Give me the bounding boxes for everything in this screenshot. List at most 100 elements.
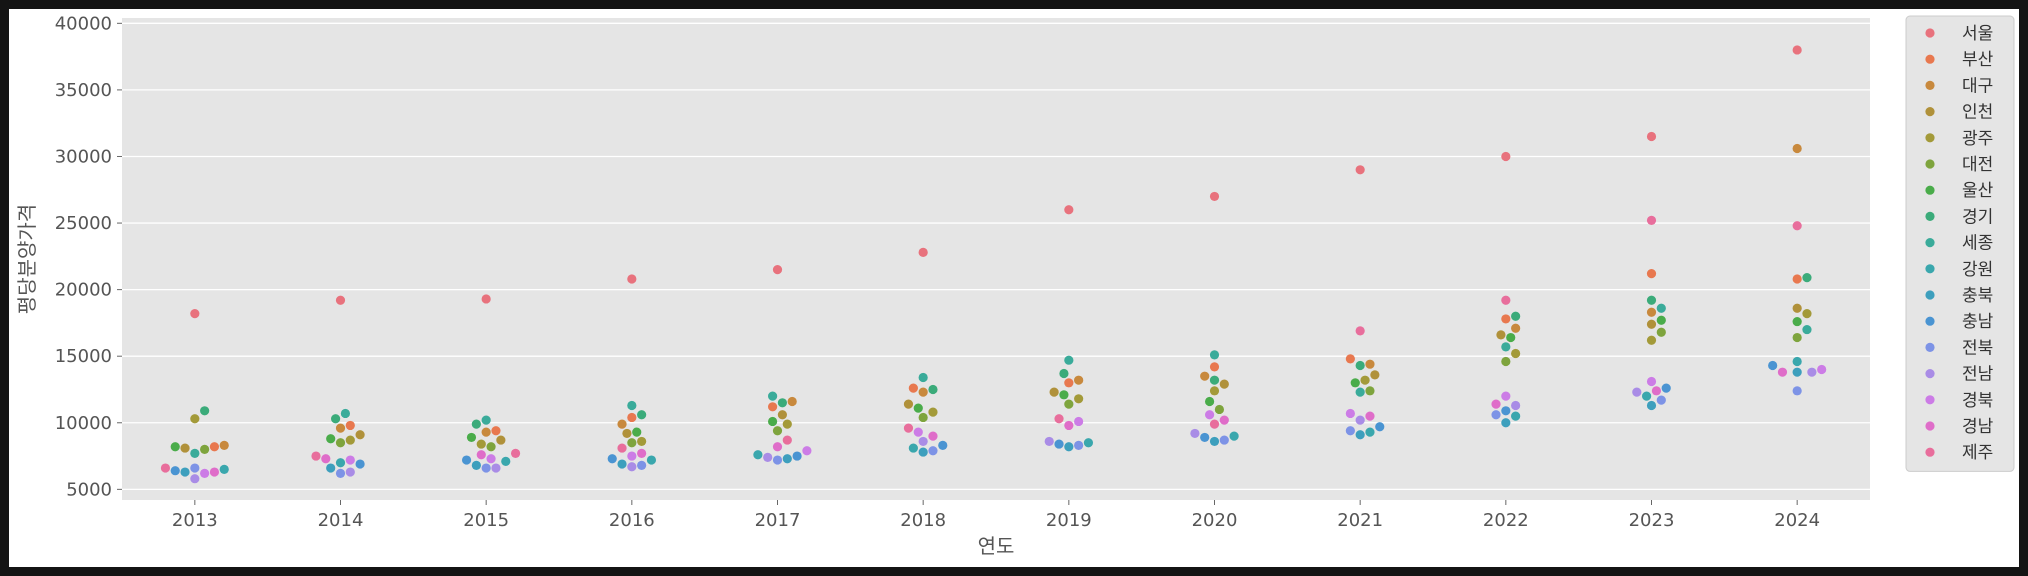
data-point xyxy=(1792,386,1802,396)
legend-marker xyxy=(1925,133,1935,143)
legend-box xyxy=(1905,15,2015,472)
data-point xyxy=(1651,386,1661,396)
data-point xyxy=(1792,303,1802,313)
legend-label: 충북 xyxy=(1962,286,1993,306)
data-point xyxy=(190,474,200,484)
data-point xyxy=(345,467,355,477)
legend-marker xyxy=(1925,28,1935,38)
data-point xyxy=(200,406,210,416)
legend-marker xyxy=(1925,395,1935,405)
data-point xyxy=(1792,316,1802,327)
x-tick-label: 2019 xyxy=(1046,510,1092,531)
data-point xyxy=(1777,367,1788,377)
data-point xyxy=(1375,422,1385,432)
data-point xyxy=(1511,400,1521,411)
legend-label: 제주 xyxy=(1962,443,1993,463)
data-point xyxy=(476,439,486,449)
data-point xyxy=(1064,205,1074,215)
legend-label: 전북 xyxy=(1962,338,1993,358)
data-point xyxy=(461,455,472,465)
data-point xyxy=(1355,387,1365,397)
data-point xyxy=(1661,383,1671,393)
data-point xyxy=(481,427,491,437)
legend-marker xyxy=(1925,80,1935,90)
data-point xyxy=(1365,427,1375,437)
data-point xyxy=(908,383,918,393)
data-point xyxy=(918,412,928,423)
data-point xyxy=(170,442,180,452)
data-point xyxy=(753,450,763,460)
data-point xyxy=(1511,411,1521,421)
data-point xyxy=(335,438,346,448)
legend-label: 세종 xyxy=(1962,234,1993,254)
legend-label: 부산 xyxy=(1962,50,1994,70)
legend-marker xyxy=(1925,264,1935,274)
data-point xyxy=(1501,391,1511,401)
data-point xyxy=(340,408,350,419)
x-tick-label: 2013 xyxy=(172,510,218,531)
y-tick-label: 5000 xyxy=(66,479,112,500)
data-point xyxy=(180,443,190,453)
legend-marker xyxy=(1925,290,1935,300)
legend-label: 경기 xyxy=(1962,207,1993,227)
data-point xyxy=(1370,370,1380,380)
data-point xyxy=(160,463,171,473)
data-point xyxy=(777,398,788,408)
data-point xyxy=(180,467,190,477)
data-point xyxy=(219,440,229,451)
data-point xyxy=(1646,319,1657,329)
data-point xyxy=(1345,408,1355,419)
data-point xyxy=(355,459,365,469)
plot-area xyxy=(122,18,1870,500)
data-point xyxy=(1802,324,1812,335)
data-point xyxy=(1355,415,1365,425)
data-point xyxy=(1511,348,1521,359)
data-point xyxy=(637,460,647,470)
data-point xyxy=(1792,45,1802,55)
data-point xyxy=(190,414,200,424)
legend-label: 대전 xyxy=(1962,155,1993,175)
data-point xyxy=(335,458,346,468)
data-point xyxy=(1792,221,1802,231)
data-point xyxy=(1219,379,1229,389)
data-point xyxy=(1355,360,1365,371)
data-point xyxy=(1646,376,1657,387)
data-point xyxy=(782,435,792,445)
data-point xyxy=(471,460,481,470)
data-point xyxy=(627,400,637,411)
data-point xyxy=(1219,435,1229,445)
data-point xyxy=(486,442,496,452)
data-point xyxy=(326,463,336,473)
y-axis-label: 평당분양가격 xyxy=(15,204,39,314)
x-tick-label: 2023 xyxy=(1629,510,1675,531)
data-point xyxy=(1632,387,1642,397)
data-point xyxy=(1059,390,1069,400)
data-point xyxy=(1802,308,1812,319)
data-point xyxy=(219,464,229,474)
legend-label: 강원 xyxy=(1962,260,1993,280)
data-point xyxy=(637,436,647,447)
data-point xyxy=(918,247,928,257)
data-point xyxy=(928,431,938,441)
legend-marker xyxy=(1925,447,1935,457)
data-point xyxy=(617,443,627,453)
data-point xyxy=(1209,350,1220,360)
data-point xyxy=(627,412,637,423)
y-tick-label: 25000 xyxy=(55,213,112,234)
data-point xyxy=(335,423,346,433)
x-tick-label: 2021 xyxy=(1337,510,1383,531)
legend-label: 울산 xyxy=(1962,181,1994,201)
y-tick-label: 30000 xyxy=(55,146,112,167)
data-point xyxy=(1064,378,1074,388)
data-point xyxy=(1059,368,1069,379)
data-point xyxy=(1646,215,1657,225)
y-tick-label: 40000 xyxy=(55,13,112,34)
data-point xyxy=(637,410,647,420)
legend-label: 경북 xyxy=(1962,391,1993,411)
data-point xyxy=(1817,364,1827,375)
data-point xyxy=(1365,411,1375,421)
data-point xyxy=(903,399,914,409)
data-point xyxy=(772,455,783,465)
data-point xyxy=(1064,355,1074,365)
